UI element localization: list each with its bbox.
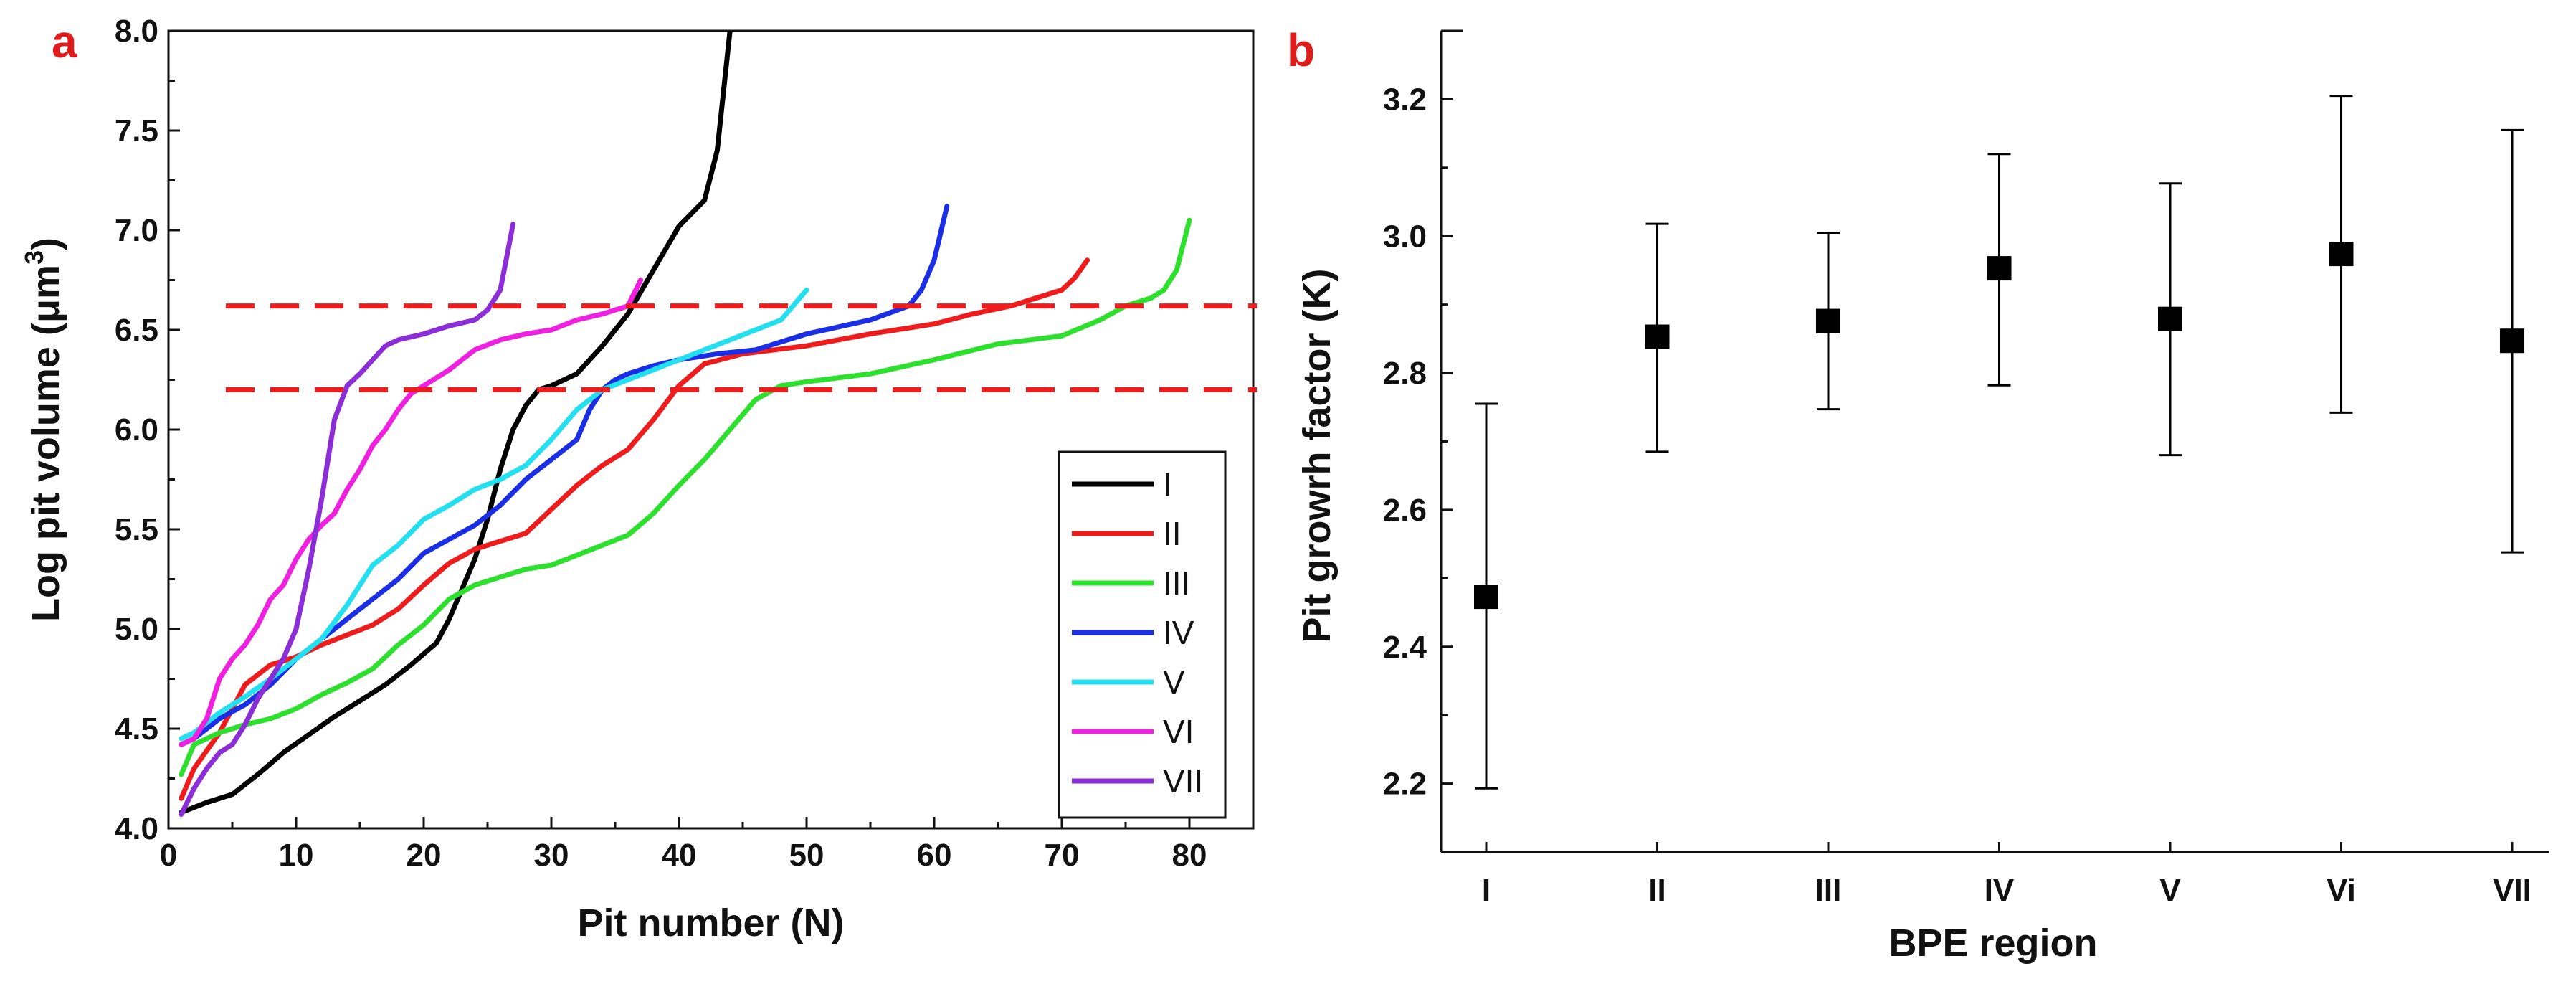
- series-line-III: [179, 217, 1192, 777]
- series-line-VII: [179, 222, 516, 817]
- data-point-III: [1816, 308, 1840, 333]
- x-tick-label: 60: [917, 838, 952, 873]
- x-tick-label: 0: [160, 838, 177, 873]
- series-line-I: [179, 31, 733, 815]
- y-tick-label: 7.5: [115, 113, 158, 148]
- data-point-IV: [1987, 256, 2012, 281]
- y-tick-label: 2.4: [1383, 630, 1427, 665]
- series-group: [179, 31, 1192, 817]
- x-tick-label: I: [1482, 873, 1491, 908]
- y-tick-label: 2.6: [1383, 493, 1427, 528]
- y-tick-label: 4.0: [115, 811, 158, 846]
- x-tick-label: 50: [789, 838, 824, 873]
- x-tick-label: III: [1815, 873, 1842, 908]
- x-tick-label: V: [2159, 873, 2181, 908]
- data-point-VII: [2500, 328, 2524, 354]
- legend-label-II: II: [1163, 515, 1182, 552]
- series-line-VI: [179, 278, 644, 747]
- data-point-I: [1474, 585, 1498, 610]
- x-tick-label: 30: [534, 838, 569, 873]
- legend-label-IV: IV: [1163, 614, 1194, 651]
- panel-a-letter: a: [52, 16, 77, 67]
- x-tick-label: 40: [662, 838, 697, 873]
- x-axis-title: BPE region: [1888, 922, 2097, 965]
- y-axis-title: Pit growrh factor (K): [1296, 269, 1339, 643]
- x-tick-label: Vi: [2327, 873, 2356, 908]
- y-tick-label: 6.0: [115, 412, 158, 448]
- y-tick-label: 5.5: [115, 512, 158, 547]
- legend-label-VI: VI: [1163, 713, 1194, 750]
- y-tick-label: 4.5: [115, 711, 158, 747]
- legend-label-VII: VII: [1163, 762, 1203, 800]
- y-tick-label: 3.0: [1383, 219, 1427, 254]
- y-axis-title: Log pit volume (μm3): [19, 237, 67, 622]
- data-point-Vi: [2329, 242, 2354, 267]
- y-tick-label: 8.0: [115, 14, 158, 49]
- y-axis-title-unit: μm: [24, 265, 67, 323]
- x-tick-label: 20: [407, 838, 442, 873]
- y-tick-label: 7.0: [115, 213, 158, 248]
- y-axis-title-main: Log pit volume (: [24, 323, 67, 622]
- legend-label-I: I: [1163, 465, 1172, 503]
- y-tick-label: 3.2: [1383, 82, 1427, 117]
- x-axis-title: Pit number (N): [578, 902, 845, 945]
- y-tick-label: 2.8: [1383, 356, 1427, 391]
- x-tick-label: VII: [2493, 873, 2532, 908]
- x-tick-label: 80: [1172, 838, 1207, 873]
- panel-a-line-chart: 0 10 20 30 40 50 60 70 80 4.0 4.5 5.0 5.5 6.0 6.5 7.0 7.…: [19, 14, 1257, 945]
- series-line-IV: [179, 204, 950, 747]
- y-tick-label: 6.5: [115, 313, 158, 348]
- y-tick-label: 2.2: [1383, 767, 1427, 802]
- x-tick-label: 10: [279, 838, 314, 873]
- legend-label-III: III: [1163, 564, 1190, 602]
- y-tick-label: 5.0: [115, 612, 158, 647]
- x-tick-label: IV: [1985, 873, 2015, 908]
- x-tick-label: 70: [1045, 838, 1080, 873]
- panel-b-letter: b: [1287, 24, 1315, 76]
- data-point-V: [2158, 306, 2182, 331]
- x-tick-label: II: [1648, 873, 1665, 908]
- y-axis-title-superscript: 3: [19, 250, 49, 265]
- y-axis-title-close: ): [24, 237, 67, 250]
- data-point-II: [1645, 324, 1670, 349]
- legend-label-V: V: [1163, 663, 1185, 701]
